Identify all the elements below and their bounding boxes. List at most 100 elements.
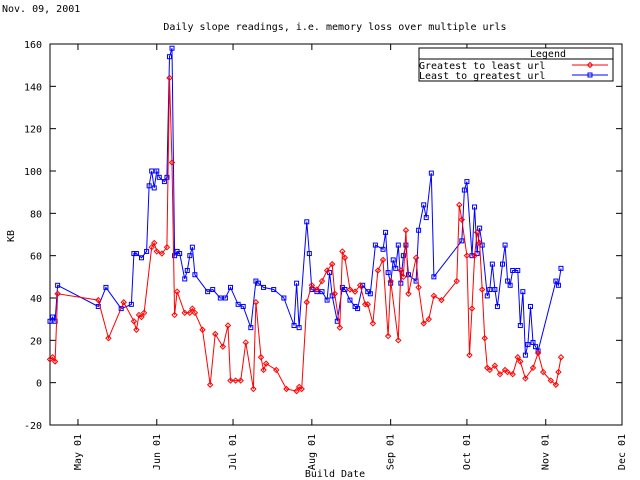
legend-sample-least-to-greatest (572, 72, 608, 78)
data-point (428, 170, 434, 176)
data-point (461, 187, 467, 193)
data-point (529, 364, 537, 372)
data-point (235, 301, 241, 307)
series-line-0 (49, 77, 562, 392)
x-tick-label: Dec 01 (617, 434, 628, 470)
data-point (184, 267, 190, 273)
data-point (403, 242, 409, 248)
data-point (47, 318, 53, 324)
data-point (304, 219, 310, 225)
data-point (161, 179, 167, 185)
series-0 (46, 74, 565, 395)
data-point (347, 297, 353, 303)
data-point (163, 243, 171, 251)
data-point (397, 267, 405, 274)
data-point (533, 344, 539, 350)
data-point (192, 272, 198, 278)
data-point (331, 290, 338, 297)
data-point (530, 339, 536, 345)
chart-title: Daily slope readings, i.e. memory loss o… (163, 22, 506, 33)
data-point (505, 278, 511, 284)
data-point (431, 274, 437, 280)
data-point (172, 253, 178, 259)
legend-sample-greatest-to-least (572, 61, 608, 69)
data-point (166, 54, 172, 60)
data-point (186, 309, 194, 317)
data-point (323, 267, 331, 274)
data-point (118, 306, 124, 312)
data-point (362, 301, 369, 308)
data-point (281, 295, 287, 301)
data-point (205, 289, 211, 295)
legend-label-greatest-to-least: Greatest to least url (419, 61, 545, 72)
data-point (313, 286, 321, 293)
data-point (515, 267, 521, 273)
data-point (514, 354, 521, 361)
data-point (308, 282, 316, 289)
data-point (173, 288, 181, 295)
y-tick-label: 120 (24, 125, 42, 136)
data-point (539, 368, 547, 376)
data-point (522, 375, 529, 382)
data-point (557, 354, 565, 361)
data-point (227, 284, 233, 290)
data-point (478, 286, 486, 293)
x-tick-label: May 01 (73, 434, 84, 470)
data-point (522, 352, 528, 358)
data-point (298, 385, 305, 393)
data-point (476, 239, 483, 247)
data-point (144, 248, 150, 254)
data-point (166, 74, 173, 82)
data-point (306, 251, 312, 257)
data-point (372, 242, 378, 248)
data-point (555, 282, 561, 288)
data-point (400, 273, 407, 281)
data-point (380, 246, 386, 252)
data-point (463, 252, 471, 259)
data-point (212, 330, 219, 338)
data-point (222, 295, 228, 301)
data-point (459, 238, 465, 244)
data-point (552, 381, 560, 388)
data-point (303, 299, 310, 306)
data-point (466, 351, 473, 359)
data-point (477, 225, 483, 231)
data-point (481, 335, 488, 342)
data-point (430, 292, 438, 300)
data-point (525, 342, 531, 348)
data-point (55, 282, 61, 288)
data-point (105, 335, 112, 342)
data-point (453, 277, 460, 285)
data-point (240, 303, 246, 309)
data-point (387, 277, 394, 285)
data-point (153, 248, 160, 255)
data-point (517, 358, 524, 365)
data-point (379, 256, 387, 264)
data-point (210, 287, 216, 293)
data-point (471, 252, 478, 259)
data-point (520, 289, 526, 295)
data-point (206, 381, 214, 388)
data-point (390, 257, 396, 263)
data-point (130, 318, 138, 325)
data-point (158, 250, 166, 257)
data-point (133, 251, 139, 257)
data-point (252, 299, 260, 306)
data-point (553, 278, 559, 284)
data-point (133, 326, 140, 333)
x-tick-label: Jul 01 (228, 434, 239, 470)
x-tick-label: Nov 01 (541, 434, 552, 470)
data-point (395, 337, 402, 344)
data-point (291, 323, 297, 329)
data-point (502, 242, 508, 248)
x-tick-label: Aug 01 (307, 434, 318, 470)
data-point (49, 354, 56, 361)
data-point (128, 301, 134, 307)
y-axis: -20 0 20 40 60 80 100 120 140 160 (24, 40, 622, 432)
y-axis-label: KB (6, 230, 17, 242)
data-point (189, 244, 195, 250)
data-point (199, 326, 206, 333)
y-tick-label: 20 (30, 336, 42, 347)
data-point (255, 280, 261, 286)
data-point (355, 306, 361, 312)
